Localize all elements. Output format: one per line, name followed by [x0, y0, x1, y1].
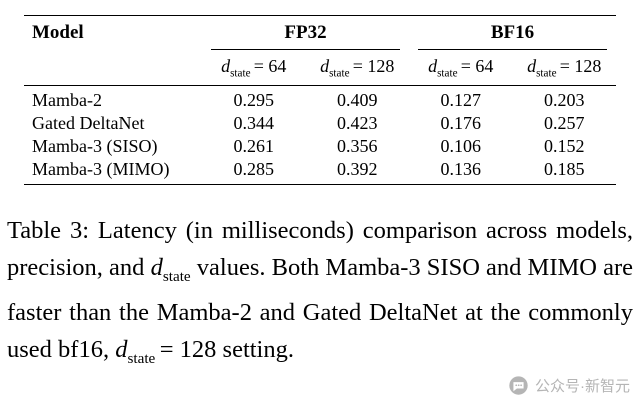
table-row: Gated DeltaNet 0.344 0.423 0.176 0.257 — [24, 112, 616, 135]
math-d: d — [527, 56, 537, 76]
model-name: Gated DeltaNet — [32, 112, 145, 133]
math-sub-state: state — [162, 267, 191, 285]
group-header-fp32-label: FP32 — [211, 22, 400, 50]
value-cell: 0.106 — [440, 135, 482, 156]
caption-text: values. Both Mamba-3 SISO and MIMO are f… — [7, 253, 634, 364]
value-cell: 0.203 — [544, 89, 585, 110]
latency-table: Model FP32 BF16 dstate = 64 dstate = 128 d… — [24, 15, 616, 185]
value-cell: 0.285 — [233, 158, 275, 179]
wechat-chat-icon — [508, 375, 529, 396]
subheader-bf16-dstate64: dstate = 64 — [409, 50, 513, 86]
value-cell: 0.257 — [544, 112, 585, 133]
math-sub-state: state — [329, 67, 350, 80]
value-cell: 0.261 — [233, 135, 275, 156]
value-cell: 0.392 — [337, 158, 378, 179]
math-sub-state: state — [230, 67, 251, 80]
math-d: d — [320, 56, 330, 76]
value-cell: 0.152 — [544, 135, 585, 156]
math-sub-state: state — [127, 350, 156, 368]
value-cell: 0.185 — [544, 158, 585, 179]
value-cell: 0.344 — [233, 112, 275, 133]
model-name: Mamba-3 (SISO) — [32, 135, 158, 156]
math-sub-state: state — [536, 67, 557, 80]
column-header-model: Model — [24, 15, 202, 86]
value-cell: 0.423 — [337, 112, 378, 133]
math-sub-state: state — [437, 67, 458, 80]
table-row: Mamba-2 0.295 0.409 0.127 0.203 — [24, 85, 616, 112]
math-d: d — [221, 56, 231, 76]
value-cell: 0.409 — [337, 89, 378, 110]
model-name: Mamba-3 (MIMO) — [32, 158, 170, 179]
math-d: d — [428, 56, 438, 76]
math-eq-value: = 64 — [460, 56, 494, 76]
math-eq-value: = 64 — [253, 56, 287, 76]
math-eq-value: = 128 — [352, 56, 395, 76]
value-cell: 0.176 — [440, 112, 482, 133]
table-row: Mamba-3 (SISO) 0.261 0.356 0.106 0.152 — [24, 135, 616, 158]
math-eq-value: = 128 — [159, 336, 217, 364]
table-header-row: Model FP32 BF16 — [24, 15, 616, 86]
math-d: d — [115, 336, 128, 364]
caption-text: setting. — [216, 336, 294, 364]
model-name: Mamba-2 — [32, 89, 102, 110]
caption-text: Table 3: Latency (in milliseconds) compa… — [7, 216, 633, 281]
subheader-bf16-dstate128: dstate = 128 — [512, 50, 616, 86]
table-row: Mamba-3 (MIMO) 0.285 0.392 0.136 0.185 — [24, 158, 616, 185]
value-cell: 0.127 — [440, 89, 482, 110]
table-caption: Table 3: Latency (in milliseconds) compa… — [0, 212, 640, 378]
value-cell: 0.136 — [440, 158, 482, 179]
subheader-fp32-dstate128: dstate = 128 — [305, 50, 409, 86]
group-header-bf16: BF16 — [409, 16, 616, 50]
subheader-fp32-dstate64: dstate = 64 — [202, 50, 306, 86]
table-subheader-row: dstate = 64 dstate = 128 dstate = 64 dstate… — [24, 50, 616, 86]
value-cell: 0.295 — [233, 89, 275, 110]
math-eq-value: = 128 — [559, 56, 602, 76]
math-d: d — [150, 253, 163, 281]
group-header-fp32: FP32 — [202, 16, 409, 50]
group-header-bf16-label: BF16 — [418, 22, 607, 50]
watermark: 公众号·新智元 — [508, 375, 630, 396]
value-cell: 0.356 — [337, 135, 378, 156]
watermark-text: 公众号·新智元 — [535, 378, 630, 395]
